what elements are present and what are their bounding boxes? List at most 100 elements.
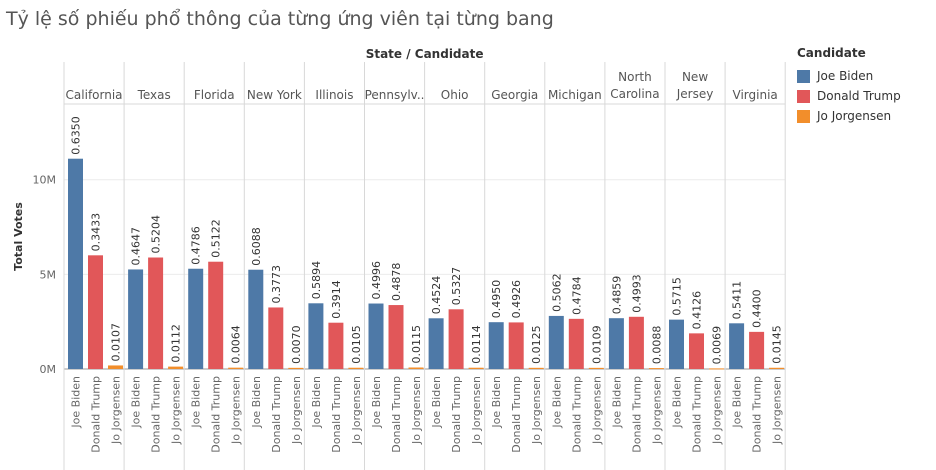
state-label: Florida (194, 88, 235, 102)
bar (769, 367, 785, 369)
x-tick-label: Joe Biden (310, 376, 323, 429)
data-label: 0.0069 (711, 326, 724, 365)
state-label: Ohio (441, 88, 469, 102)
legend-item[interactable]: Jo Jorgensen (797, 106, 901, 126)
data-label: 0.4400 (751, 289, 764, 328)
data-label: 0.0115 (410, 325, 423, 364)
data-label: 0.4926 (510, 280, 523, 319)
y-tick-label: 10M (33, 174, 57, 187)
bar (188, 268, 204, 369)
x-tick-label: Donald Trump (691, 376, 704, 453)
x-tick-label: Donald Trump (450, 376, 463, 453)
data-label: 0.0105 (350, 325, 363, 364)
legend-swatch (797, 89, 810, 103)
bar (88, 255, 103, 369)
x-tick-label: Donald Trump (570, 376, 583, 453)
x-tick-label: Joe Biden (610, 376, 623, 429)
state-label: Jersey (676, 87, 714, 101)
x-tick-label: Jo Jorgensen (530, 376, 543, 445)
data-label: 0.3433 (90, 213, 103, 252)
bar (148, 257, 164, 369)
bar (528, 367, 544, 369)
legend-item[interactable]: Joe Biden (797, 66, 901, 86)
state-label: New (682, 70, 708, 84)
y-tick-label: 5M (40, 268, 57, 281)
data-label: 0.4950 (490, 280, 503, 319)
state-label: Carolina (610, 87, 659, 101)
bar (268, 307, 284, 369)
x-tick-label: Jo Jorgensen (410, 376, 423, 445)
x-tick-label: Jo Jorgensen (590, 376, 603, 445)
bar (348, 367, 364, 369)
bar (508, 322, 524, 369)
x-tick-label: Donald Trump (210, 376, 223, 453)
data-label: 0.3773 (270, 265, 283, 304)
chart-title: Tỷ lệ số phiếu phổ thông của từng ứng vi… (6, 8, 554, 30)
bar (468, 367, 484, 369)
x-tick-label: Jo Jorgensen (290, 376, 303, 445)
x-tick-label: Joe Biden (250, 376, 263, 429)
legend-label: Joe Biden (817, 69, 874, 83)
x-tick-label: Joe Biden (671, 376, 684, 429)
state-label: Virginia (733, 88, 778, 102)
bar (388, 305, 404, 369)
data-label: 0.5894 (310, 261, 323, 300)
state-label: North (618, 70, 652, 84)
x-tick-label: Donald Trump (390, 376, 403, 453)
data-label: 0.6088 (250, 227, 263, 266)
data-label: 0.4647 (130, 227, 143, 266)
legend-swatch (797, 109, 810, 123)
x-tick-label: Jo Jorgensen (711, 376, 724, 445)
x-tick-label: Donald Trump (330, 376, 343, 453)
state-label: New York (247, 88, 302, 102)
x-tick-label: Joe Biden (731, 376, 744, 429)
header-label: State / Candidate (366, 47, 484, 61)
x-tick-label: Joe Biden (130, 376, 143, 429)
x-tick-label: Joe Biden (370, 376, 383, 429)
x-tick-label: Joe Biden (70, 376, 83, 429)
data-label: 0.0112 (170, 324, 183, 363)
bar (749, 331, 765, 369)
x-tick-label: Donald Trump (150, 376, 163, 453)
bar (568, 318, 584, 369)
legend-title: Candidate (797, 46, 866, 60)
data-label: 0.5062 (550, 273, 563, 312)
data-label: 0.0145 (771, 325, 784, 364)
bar (608, 318, 624, 369)
data-label: 0.0109 (590, 325, 603, 364)
x-tick-label: Jo Jorgensen (771, 376, 784, 445)
data-label: 0.3914 (330, 280, 343, 319)
data-label: 0.4878 (390, 263, 403, 302)
bar (628, 316, 644, 369)
x-tick-label: Jo Jorgensen (230, 376, 243, 445)
data-label: 0.0114 (470, 325, 483, 363)
x-tick-label: Jo Jorgensen (170, 376, 183, 445)
data-label: 0.5204 (150, 215, 163, 254)
bar (68, 158, 83, 369)
data-label: 0.4996 (370, 261, 383, 300)
bar (689, 333, 704, 369)
bar (328, 322, 344, 369)
legend-label: Donald Trump (817, 89, 901, 103)
data-label: 0.4784 (570, 276, 583, 315)
bar (128, 269, 144, 369)
legend-label: Jo Jorgensen (817, 109, 892, 123)
x-tick-label: Joe Biden (190, 376, 203, 429)
data-label: 0.6350 (70, 116, 83, 155)
legend-item[interactable]: Donald Trump (797, 86, 901, 106)
x-tick-label: Donald Trump (751, 376, 764, 453)
bar (448, 309, 464, 369)
x-tick-label: Jo Jorgensen (650, 376, 663, 445)
state-label: Pennsylv.. (365, 88, 425, 102)
bar (488, 322, 504, 369)
bar (228, 367, 244, 369)
bar (709, 368, 724, 370)
data-label: 0.5411 (731, 281, 744, 320)
legend: Candidate Joe Biden Donald Trump Jo Jorgen… (797, 46, 901, 126)
bar (368, 303, 384, 369)
x-tick-label: Jo Jorgensen (350, 376, 363, 445)
x-tick-label: Joe Biden (490, 376, 503, 429)
data-label: 0.0125 (530, 325, 543, 364)
x-tick-label: Donald Trump (630, 376, 643, 453)
data-label: 0.4126 (691, 291, 704, 330)
